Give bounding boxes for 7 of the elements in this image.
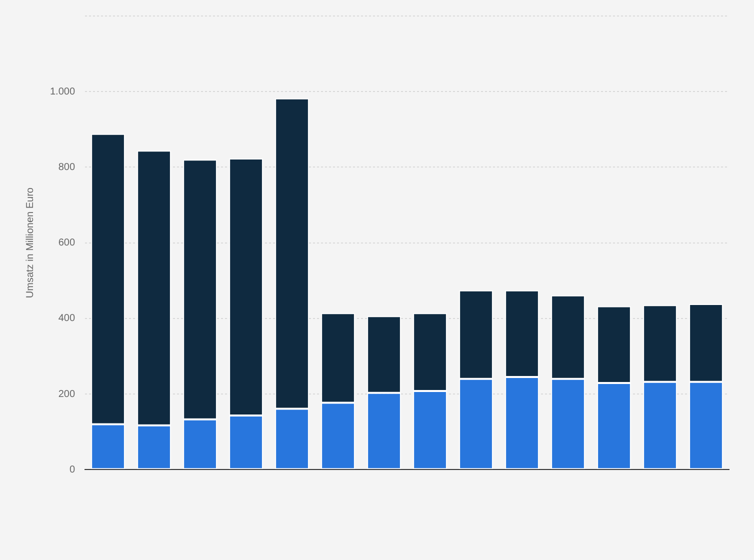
y-tick-label: 1.000	[50, 86, 76, 98]
y-tick-label: 0	[69, 464, 76, 476]
y-tick-label: 800	[58, 162, 76, 173]
y-tick-label: 200	[58, 388, 76, 400]
y-axis-title: Umsatz in Millionen Euro	[24, 187, 36, 298]
y-tick-label: 400	[58, 313, 76, 324]
y-tick-label: 600	[58, 238, 76, 249]
